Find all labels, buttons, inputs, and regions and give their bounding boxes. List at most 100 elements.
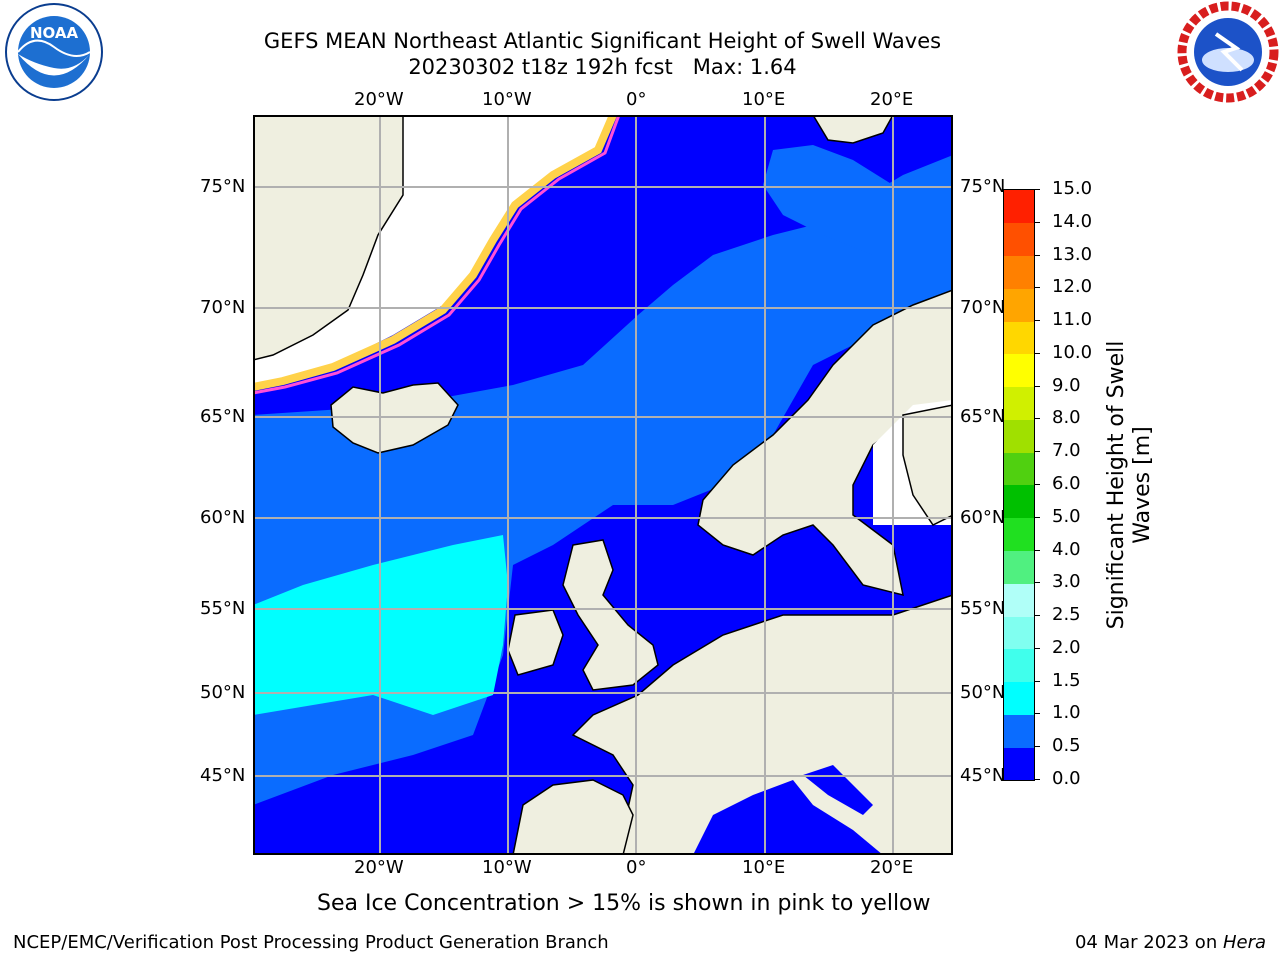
colorbar-tick-mark [1034, 451, 1040, 453]
colorbar-segment [1004, 583, 1034, 617]
colorbar-segment [1004, 386, 1034, 420]
map-frame [253, 115, 953, 855]
colorbar-tick-label: 14.0 [1052, 210, 1093, 232]
colorbar-tick-label: 4.0 [1052, 538, 1081, 560]
noaa-logo: NOAA [4, 2, 104, 102]
colorbar-tick-mark [1034, 418, 1040, 420]
map-panel [252, 113, 954, 856]
colorbar-ticks: 0.0 0.5 1.0 1.5 2.0 2.5 3.0 4.0 5.0 6.0 7.0 8.0 9.0 1… [1034, 179, 1104, 789]
footer-right: 04 Mar 2023 on Hera [1075, 932, 1266, 954]
adriatic [803, 765, 873, 815]
colorbar-tick-label: 1.0 [1052, 702, 1081, 724]
map-subtitle: 20230302 t18z 192h fcst Max: 1.64 [408, 55, 797, 79]
colorbar-segment [1004, 222, 1034, 257]
colorbar-tick-label: 13.0 [1052, 243, 1093, 265]
colorbar-tick-mark [1034, 680, 1040, 682]
ice-edge [252, 113, 617, 391]
lat-label-right-65n: 65°N [960, 406, 1006, 427]
colorbar-tick-label: 12.0 [1052, 276, 1093, 298]
colorbar-tick-label: 0.5 [1052, 735, 1081, 757]
colorbar-tick-mark [1034, 582, 1040, 584]
lat-label-left-65n: 65°N [200, 406, 246, 427]
lon-label-top-10w: 10°W [482, 89, 532, 110]
lat-label-right-55n: 55°N [960, 598, 1006, 619]
lat-label-right-50n: 50°N [960, 682, 1006, 703]
colorbar-tick-label: 2.0 [1052, 636, 1081, 658]
colorbar-segment [1004, 353, 1034, 388]
colorbar-segment [1004, 616, 1034, 650]
colorbar-label-text: Significant Height of Swell Waves [m] [1104, 340, 1155, 630]
colorbar-segment [1004, 255, 1034, 289]
nws-logo [1176, 0, 1280, 104]
colorbar-tick-label: 8.0 [1052, 407, 1081, 429]
swell-band-arctic [763, 145, 953, 285]
colorbar-tick-mark [1034, 221, 1040, 223]
colorbar-tick-mark [1034, 320, 1040, 322]
colorbar-tick-mark [1034, 254, 1040, 256]
lat-label-left-45n: 45°N [200, 765, 246, 786]
lon-label-top-0: 0° [626, 89, 647, 110]
colorbar-tick-label: 6.0 [1052, 473, 1081, 494]
lat-label-left-70n: 70°N [200, 297, 246, 318]
colorbar-tick-mark [1034, 549, 1040, 551]
colorbar [1003, 189, 1035, 781]
colorbar-segment [1004, 190, 1034, 224]
colorbar-segment [1004, 419, 1034, 453]
colorbar-tick-mark [1034, 746, 1040, 748]
colorbar-tick-label: 3.0 [1052, 571, 1081, 593]
colorbar-tick-label: 2.5 [1052, 604, 1081, 626]
great-britain [562, 539, 659, 691]
colorbar-tick-label: 7.0 [1052, 440, 1081, 462]
colorbar-segment [1004, 452, 1034, 486]
footer-left: NCEP/EMC/Verification Post Processing Pr… [13, 932, 609, 953]
colorbar-segment [1004, 288, 1034, 322]
colorbar-segment [1004, 517, 1034, 552]
colorbar-tick-label: 9.0 [1052, 374, 1081, 396]
lat-label-right-75n: 75°N [960, 176, 1006, 197]
colorbar-tick-mark [1034, 385, 1040, 387]
colorbar-tick-label: 15.0 [1052, 178, 1093, 199]
lon-label-bottom-0: 0° [626, 857, 647, 878]
lat-label-left-75n: 75°N [200, 176, 246, 197]
colorbar-segment [1004, 681, 1034, 715]
lon-label-bottom-10w: 10°W [482, 857, 532, 878]
colorbar-tick-mark [1034, 713, 1040, 715]
colorbar-segment [1004, 321, 1034, 355]
colorbar-tick-mark [1034, 647, 1040, 649]
colorbar-segment [1004, 550, 1034, 584]
footer-host: Hera [1222, 932, 1266, 953]
lon-label-bottom-20e: 20°E [870, 857, 914, 878]
lat-label-left-50n: 50°N [200, 682, 246, 703]
colorbar-tick-label: 10.0 [1052, 341, 1093, 363]
colorbar-tick-mark [1034, 287, 1040, 289]
lon-label-top-20w: 20°W [354, 89, 404, 110]
greenland [252, 114, 404, 361]
svg-text:NOAA: NOAA [30, 24, 79, 42]
graticule [253, 115, 953, 855]
colorbar-tick-label: 1.5 [1052, 669, 1081, 691]
colorbar-label: Significant Height of Swell Waves [m] [1100, 190, 1160, 780]
lon-label-top-10e: 10°E [742, 89, 786, 110]
colorbar-segment [1004, 648, 1034, 683]
lat-label-right-60n: 60°N [960, 507, 1006, 528]
colorbar-tick-mark [1034, 189, 1040, 190]
lat-label-right-70n: 70°N [960, 297, 1006, 318]
colorbar-tick-mark [1034, 516, 1040, 518]
lon-label-top-20e: 20°E [870, 89, 914, 110]
ice-caption: Sea Ice Concentration > 15% is shown in … [317, 891, 931, 916]
iberia [512, 779, 634, 856]
colorbar-segment [1004, 747, 1034, 781]
colorbar-tick-mark [1034, 779, 1040, 780]
map-title: GEFS MEAN Northeast Atlantic Significant… [263, 29, 942, 53]
colorbar-tick-mark [1034, 484, 1040, 485]
lon-label-bottom-10e: 10°E [742, 857, 786, 878]
mediterranean [693, 780, 883, 855]
colorbar-segment [1004, 714, 1034, 748]
colorbar-tick-label: 5.0 [1052, 505, 1081, 527]
lat-label-left-55n: 55°N [200, 598, 246, 619]
lat-label-left-60n: 60°N [200, 507, 246, 528]
colorbar-tick-mark [1034, 615, 1040, 617]
colorbar-tick-mark [1034, 352, 1040, 354]
map-svg [252, 113, 954, 856]
colorbar-segment [1004, 485, 1034, 519]
